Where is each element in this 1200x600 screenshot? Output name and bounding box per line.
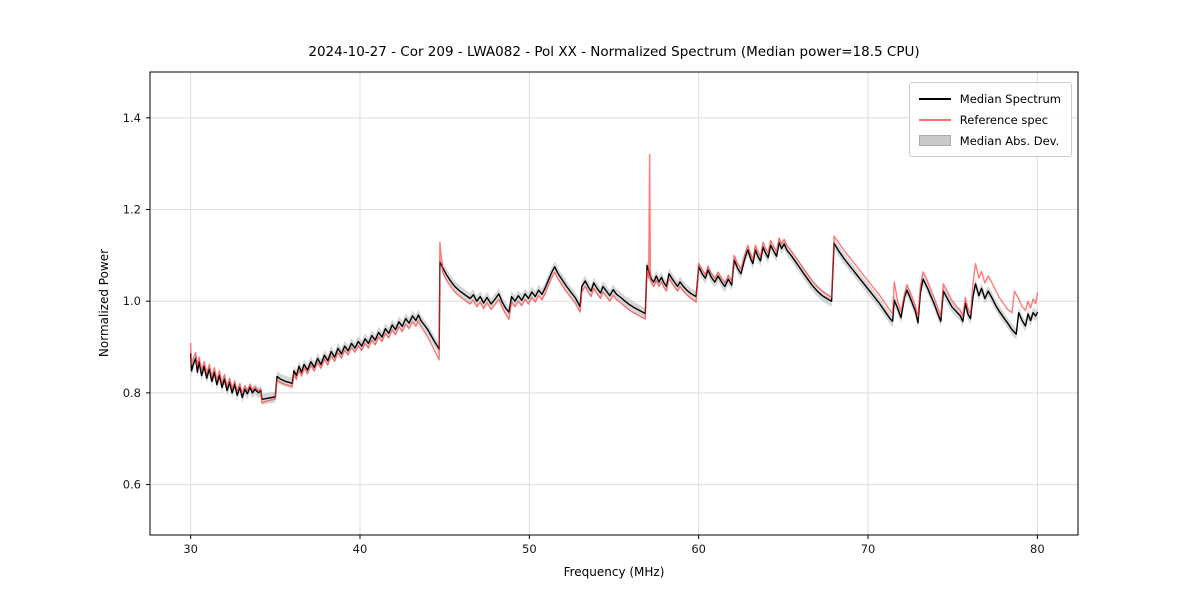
median-abs-dev-patch-swatch (918, 135, 951, 146)
legend-label: Median Abs. Dev. (959, 133, 1060, 148)
x-tick-label: 40 (353, 542, 368, 556)
reference-spec-line (189, 153, 1039, 404)
median-spectrum-line (189, 241, 1039, 400)
legend-item-median-abs-dev: Median Abs. Dev. (918, 130, 1061, 151)
legend: Median Spectrum Reference spec Median Ab… (908, 82, 1072, 157)
x-axis-label: Frequency (MHz) (563, 565, 665, 579)
chart-title: 2024-10-27 - Cor 209 - LWA082 - Pol XX -… (308, 44, 920, 60)
y-tick-label: 1.2 (123, 203, 141, 217)
x-tick-label: 80 (1030, 542, 1045, 556)
legend-label: Median Spectrum (959, 91, 1061, 106)
y-tick-label: 0.6 (123, 478, 141, 492)
legend-item-median-spectrum: Median Spectrum (918, 88, 1061, 109)
reference-spec-line-swatch (918, 118, 951, 121)
x-tick-label: 60 (691, 542, 706, 556)
legend-label: Reference spec (959, 112, 1049, 127)
y-tick-label: 1.4 (123, 111, 141, 125)
y-tick-label: 1.0 (123, 294, 141, 308)
y-tick-label: 0.8 (123, 386, 141, 400)
median-spectrum-line-swatch (918, 97, 951, 100)
x-tick-label: 50 (522, 542, 537, 556)
x-tick-label: 70 (861, 542, 876, 556)
axes-frame (149, 71, 1079, 536)
median-abs-dev-band (190, 237, 1038, 405)
legend-item-reference-spec: Reference spec (918, 109, 1061, 130)
x-tick-label: 30 (183, 542, 198, 556)
